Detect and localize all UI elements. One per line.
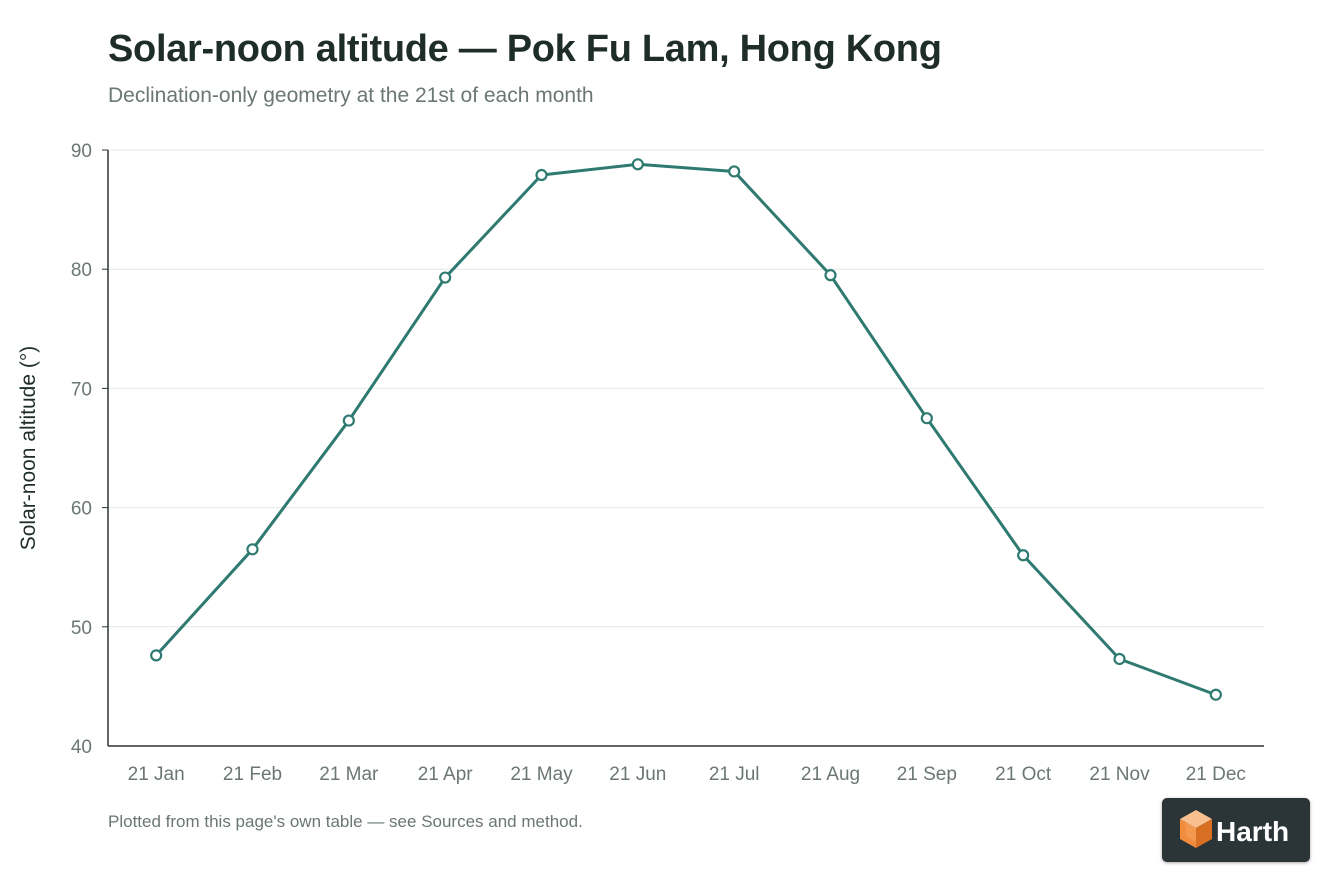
y-tick-label-80: 80 — [71, 260, 92, 281]
chart-subtitle: Declination-only geometry at the 21st of… — [108, 84, 594, 107]
data-point — [920, 412, 933, 425]
x-tick-label: 21 Aug — [801, 764, 860, 785]
data-point — [246, 543, 259, 556]
data-point — [631, 158, 644, 171]
x-tick-label: 21 May — [510, 764, 573, 785]
x-tick-label: 21 Jun — [609, 764, 666, 785]
data-point — [439, 271, 452, 284]
x-tick-label: 21 Dec — [1186, 764, 1246, 785]
chart-title: Solar-noon altitude — Pok Fu Lam, Hong K… — [108, 28, 942, 70]
x-tick-label: 21 Nov — [1089, 764, 1150, 785]
y-axis-title: Solar-noon altitude (°) — [17, 346, 40, 551]
y-tick-label-90: 90 — [71, 141, 92, 162]
data-point — [1113, 652, 1126, 666]
y-tick-label-50: 50 — [71, 618, 92, 639]
y-tick-label-60: 60 — [71, 499, 92, 520]
x-tick-label: 21 Jul — [709, 764, 760, 785]
x-tick-label: 21 Jan — [128, 764, 185, 785]
x-tick-label: 21 Feb — [223, 764, 282, 785]
footnote: Plotted from this page's own table — see… — [108, 812, 583, 831]
x-tick-label: 21 Mar — [319, 764, 379, 785]
data-point — [824, 269, 837, 282]
y-tick-label-40: 40 — [71, 737, 92, 758]
x-tick-label: 21 Apr — [418, 764, 474, 785]
data-point — [1209, 688, 1222, 701]
series-line — [154, 162, 1218, 697]
logo-text: Harth — [1216, 816, 1289, 847]
orange-cube-icon: Harth — [1180, 810, 1289, 848]
x-tick-label: 21 Sep — [897, 764, 957, 785]
x-tick-label: 21 Oct — [995, 764, 1052, 785]
data-point — [535, 168, 548, 182]
line-chart: 40 50 60 70 80 90 21 Jan 21 Feb 21 Mar 21 Apr 21 M… — [17, 141, 1264, 785]
data-point — [728, 165, 741, 178]
data-point — [150, 649, 163, 662]
harth-logo: Harth — [1162, 798, 1310, 862]
y-tick-label-70: 70 — [71, 379, 92, 400]
data-point — [342, 414, 355, 427]
data-point — [1017, 549, 1030, 562]
